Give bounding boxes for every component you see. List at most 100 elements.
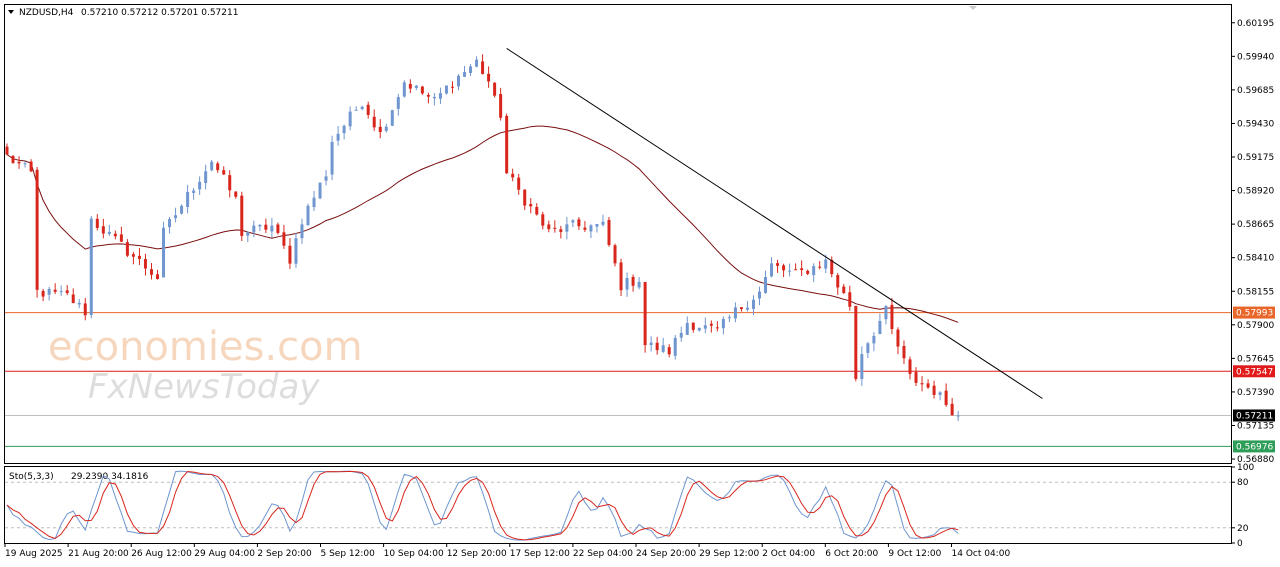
candle-body: [535, 206, 539, 215]
time-tick-label: 2 Sep 20:00: [257, 549, 312, 559]
candle: [523, 189, 527, 210]
candle-body: [776, 263, 780, 266]
candle-body: [162, 227, 166, 278]
candle-body: [860, 354, 864, 379]
time-tick-label: 17 Sep 12:00: [510, 549, 570, 559]
candle: [547, 220, 551, 233]
candle-body: [53, 289, 57, 292]
candle-body: [745, 307, 749, 310]
candle-body: [143, 259, 147, 269]
candle-body: [625, 277, 629, 290]
candle-body: [721, 318, 725, 329]
time-tick-label: 2 Oct 04:00: [762, 549, 815, 559]
price-tick-label: 0.59685: [1237, 86, 1274, 96]
candle: [902, 340, 906, 364]
candle: [655, 336, 659, 355]
candle: [908, 356, 912, 380]
scroll-marker-icon[interactable]: [969, 6, 977, 10]
candle: [366, 101, 370, 119]
candle: [770, 257, 774, 278]
candle-body: [758, 291, 761, 299]
candle: [450, 81, 454, 94]
candle-body: [198, 181, 202, 190]
price-tick-label: 0.58155: [1237, 287, 1274, 297]
candle: [679, 326, 683, 342]
candle: [950, 397, 954, 416]
candle: [246, 231, 250, 243]
candle-body: [890, 304, 894, 330]
price-tags: 0.57993 0.57547 0.56976 0.57211: [1233, 306, 1275, 453]
candle-body: [607, 219, 611, 245]
candle: [372, 109, 376, 131]
ohlc-values: 0.57210 0.57212 0.57201 0.57211: [81, 8, 238, 18]
candle-body: [282, 232, 286, 246]
price-tick-label: 0.60195: [1237, 19, 1274, 29]
candle: [800, 260, 804, 277]
candle-body: [420, 86, 424, 94]
candle-body: [168, 219, 172, 228]
moving-average-line: [6, 125, 959, 323]
stoch-values: 29.2390 34.1816: [71, 472, 149, 482]
candle: [384, 123, 388, 133]
candle: [240, 191, 244, 241]
candle: [932, 380, 936, 399]
price-tick-label: 0.57900: [1237, 321, 1274, 331]
candle: [842, 283, 846, 294]
candle: [878, 313, 882, 335]
candle: [11, 155, 15, 164]
trendline[interactable]: [506, 48, 1043, 399]
candle-body: [782, 265, 786, 271]
candle-body: [294, 238, 298, 264]
candle-body: [571, 220, 575, 223]
candle: [83, 297, 87, 321]
candle-body: [5, 146, 9, 155]
candle: [463, 65, 467, 77]
candle: [884, 305, 888, 325]
candle-body: [788, 270, 792, 272]
candle: [378, 119, 382, 139]
candle: [408, 79, 412, 94]
candle-body: [679, 332, 683, 338]
candle-body: [113, 233, 117, 237]
candle-body: [751, 299, 755, 309]
candle: [571, 219, 575, 228]
candle: [914, 367, 918, 386]
candle: [499, 87, 503, 121]
candle-body: [872, 335, 876, 344]
candle-body: [264, 224, 268, 230]
candle-body: [655, 342, 659, 351]
candle: [71, 288, 75, 304]
candle: [764, 270, 768, 294]
candle-body: [216, 163, 220, 171]
candle: [830, 256, 834, 278]
candle: [727, 314, 731, 323]
candle-body: [156, 274, 159, 279]
candle: [649, 336, 653, 352]
price-axis: 0.60195 0.59940 0.59685 0.59430 0.59175 0.589…: [1231, 19, 1274, 465]
candle-body: [715, 327, 719, 329]
candle: [890, 297, 894, 335]
candle-body: [517, 177, 521, 190]
candle-body: [469, 66, 473, 73]
candle-body: [944, 390, 948, 405]
candle-body: [390, 110, 394, 126]
header-dropdown-icon[interactable]: [8, 10, 14, 14]
candle-body: [246, 232, 250, 236]
price-levels: [5, 312, 1231, 447]
candle: [733, 302, 737, 323]
candle-body: [252, 225, 256, 233]
candle: [41, 288, 45, 302]
candle-body: [125, 242, 129, 256]
candle: [956, 410, 960, 421]
candle: [162, 221, 166, 278]
candle: [703, 317, 707, 334]
candle-body: [101, 226, 105, 234]
candle-body: [11, 155, 15, 163]
candle-body: [499, 94, 503, 118]
candle: [137, 248, 141, 266]
candles: [5, 54, 960, 421]
candle: [661, 337, 665, 354]
candle-body: [553, 227, 557, 229]
candle: [848, 285, 852, 311]
